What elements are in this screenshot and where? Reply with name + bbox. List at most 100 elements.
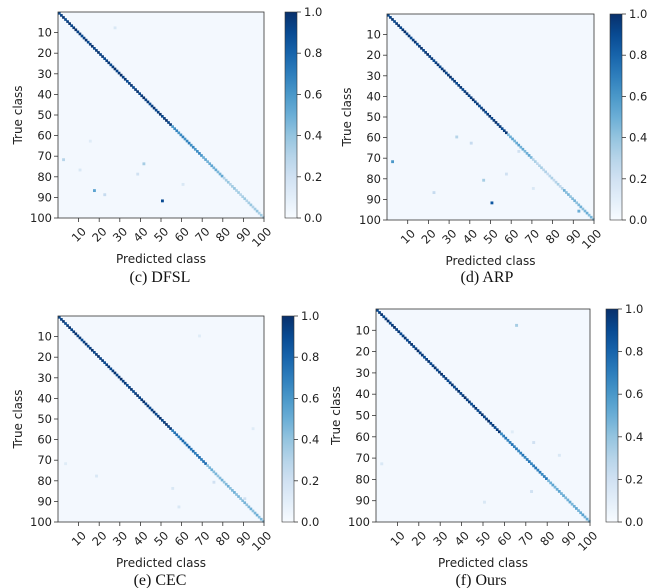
diagonal-cell <box>214 168 218 172</box>
diagonal-cell <box>546 172 550 176</box>
diagonal-cell <box>463 90 467 93</box>
diagonal-cell <box>97 51 100 54</box>
y-tick-label: 50 <box>37 108 52 122</box>
y-tick-label: 40 <box>366 89 381 103</box>
diagonal-cell <box>58 316 61 319</box>
diagonal-cell <box>187 141 191 145</box>
diagonal-cell <box>105 59 109 63</box>
diagonal-cell <box>210 164 214 168</box>
diagonal-cell <box>549 481 553 485</box>
diagonal-cell <box>152 106 156 110</box>
diagonal-cell <box>391 18 394 21</box>
colorbar-tick-label: 0.8 <box>625 345 643 359</box>
diagonal-cell <box>64 18 67 21</box>
diagonal-cell <box>90 44 94 48</box>
diagonal-cell <box>113 67 117 71</box>
diagonal-cell <box>485 417 488 421</box>
diagonal-cell <box>583 515 587 519</box>
y-tick-label: 30 <box>37 371 52 385</box>
diagonal-cell <box>509 135 512 139</box>
diagonal-cell <box>500 432 503 436</box>
colorbar-tick-label: 0.6 <box>301 391 319 405</box>
diagonal-cell <box>66 324 69 327</box>
diagonal-cell <box>525 152 529 155</box>
diagonal-cell <box>134 88 137 91</box>
diagonal-cell <box>249 507 253 511</box>
diagonal-cell <box>573 199 576 203</box>
y-tick-label: 10 <box>366 28 381 42</box>
panel-caption: (e) CEC <box>134 572 187 588</box>
diagonal-cell <box>235 493 238 496</box>
diagonal-cell <box>562 494 565 498</box>
diagonal-cell <box>465 398 469 402</box>
diagonal-cell <box>111 369 115 373</box>
diagonal-cell <box>387 14 390 17</box>
diagonal-cell <box>158 112 162 116</box>
diagonal-cell <box>442 375 446 378</box>
diagonal-cell <box>90 348 94 352</box>
off-diagonal-cell <box>171 486 175 490</box>
diagonal-cell <box>521 453 525 457</box>
x-tick-label: 10 <box>69 528 89 548</box>
diagonal-cell <box>512 445 516 449</box>
diagonal-cell <box>473 100 477 104</box>
diagonal-cell <box>169 427 172 430</box>
y-axis-label: True class <box>11 85 25 145</box>
diagonal-cell <box>579 205 583 209</box>
diagonal-cell <box>123 381 127 385</box>
diagonal-cell <box>511 137 514 141</box>
diagonal-cell <box>175 129 179 133</box>
diagonal-cell <box>163 421 166 424</box>
y-tick-label: 10 <box>355 323 370 337</box>
colorbar-tick-label: 0.4 <box>301 433 319 447</box>
diagonal-cell <box>109 63 113 67</box>
diagonal-cell <box>167 121 170 124</box>
diagonal-cell <box>453 79 456 83</box>
off-diagonal-cell <box>557 453 561 457</box>
diagonal-cell <box>119 73 123 77</box>
diagonal-cell <box>216 474 220 478</box>
diagonal-cell <box>390 323 394 327</box>
diagonal-cell <box>243 197 247 201</box>
x-tick-label: 30 <box>110 528 130 548</box>
diagonal-cell <box>467 94 471 97</box>
x-tick-label: 40 <box>130 224 150 244</box>
diagonal-cell <box>434 61 438 65</box>
x-tick-label: 100 <box>579 226 604 251</box>
diagonal-cell <box>231 185 234 188</box>
diagonal-cell <box>58 12 61 15</box>
off-diagonal-cell <box>136 172 140 176</box>
diagonal-cell <box>423 355 426 359</box>
diagonal-cell <box>389 16 392 19</box>
diagonal-cell <box>169 123 172 126</box>
colorbar-tick-label: 0.2 <box>304 170 322 184</box>
diagonal-cell <box>430 57 434 60</box>
diagonal-cell <box>99 357 102 360</box>
off-diagonal-cell <box>95 474 98 478</box>
diagonal-cell <box>251 205 255 209</box>
diagonal-cell <box>554 180 558 184</box>
colorbar-tick-label: 1.0 <box>625 302 643 316</box>
diagonal-cell <box>399 332 403 336</box>
diagonal-cell <box>523 455 527 459</box>
diagonal-cell <box>134 392 137 395</box>
diagonal-cell <box>62 320 65 323</box>
diagonal-cell <box>397 330 401 334</box>
diagonal-cell <box>568 500 572 504</box>
diagonal-cell <box>128 386 131 389</box>
diagonal-cell <box>226 180 230 184</box>
diagonal-cell <box>461 88 465 91</box>
diagonal-cell <box>95 49 98 52</box>
y-tick-label: 20 <box>366 48 381 62</box>
diagonal-cell <box>397 24 401 27</box>
diagonal-cell <box>587 213 591 217</box>
diagonal-cell <box>132 86 135 89</box>
diagonal-cell <box>99 53 102 56</box>
diagonal-cell <box>508 441 512 444</box>
diagonal-cell <box>101 55 104 58</box>
y-tick-label: 70 <box>366 151 381 165</box>
diagonal-cell <box>480 106 483 110</box>
diagonal-cell <box>113 371 117 375</box>
diagonal-cell <box>536 162 539 165</box>
